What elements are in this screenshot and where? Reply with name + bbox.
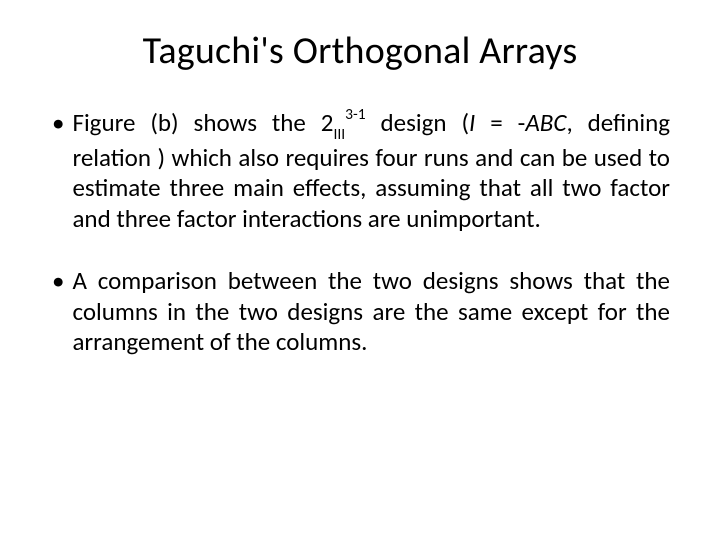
subscript: III: [333, 125, 345, 144]
text-fragment: = -: [475, 107, 525, 138]
bullet-item: • A comparison between the two designs s…: [50, 266, 670, 358]
slide: Taguchi's Orthogonal Arrays • Figure (b)…: [0, 0, 720, 540]
text-fragment: Figure (b) shows the 2: [72, 107, 333, 138]
slide-body: • Figure (b) shows the 2III3-1 design (I…: [50, 108, 670, 390]
superscript: 3-1: [345, 105, 365, 124]
bullet-text: Figure (b) shows the 2III3-1 design (I =…: [72, 108, 670, 234]
bullet-marker-icon: •: [50, 266, 72, 358]
bullet-item: • Figure (b) shows the 2III3-1 design (I…: [50, 108, 670, 234]
bullet-text: A comparison between the two designs sho…: [72, 266, 670, 358]
text-fragment: design (: [366, 107, 469, 138]
italic-text: ABC: [525, 107, 566, 138]
slide-title: Taguchi's Orthogonal Arrays: [50, 28, 670, 74]
bullet-marker-icon: •: [50, 108, 72, 234]
